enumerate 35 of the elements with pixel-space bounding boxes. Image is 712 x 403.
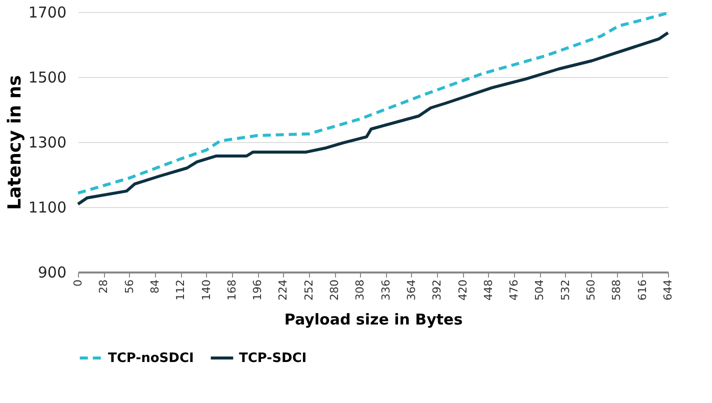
x-tick-label: 84 [148,280,162,294]
x-tick-label: 616 [636,280,649,300]
x-tick-label: 588 [610,280,624,300]
x-tick-label: 476 [508,280,521,300]
y-tick-label: 1700 [28,4,66,22]
x-tick-label: 420 [456,280,470,300]
x-tick-label: 448 [482,280,495,300]
x-tick-label: 364 [404,280,418,300]
x-tick-label: 644 [662,280,674,300]
x-tick-label: 252 [302,280,316,300]
x-tick-label: 168 [225,280,238,300]
x-tick-label: 224 [276,280,290,300]
y-tick-label: 1300 [28,134,66,152]
x-tick-label: 56 [122,280,136,294]
x-tick-label: 308 [354,280,367,300]
y-tick-label: 900 [38,264,66,282]
legend-label: TCP-noSDCI [108,351,194,366]
x-tick-label: 532 [558,280,572,300]
legend-label: TCP-SDCI [239,351,307,366]
x-tick-label: 392 [430,280,444,300]
line-series [76,31,670,206]
y-axis-title: Latency in ns [4,75,26,210]
line-series [76,11,670,195]
x-tick-label: 28 [97,280,110,294]
y-tick-label: 1100 [28,198,66,216]
x-axis-title: Payload size in Bytes [284,310,463,328]
x-tick-label: 140 [200,280,213,300]
x-tick-label: 560 [584,280,598,300]
x-tick-label: 0 [72,280,84,286]
x-tick-label: 336 [379,280,392,300]
x-tick-label: 280 [328,280,342,300]
x-tick-label: 504 [533,280,546,300]
x-tick-label: 112 [174,280,188,300]
x-tick-label: 196 [251,280,264,300]
y-tick-label: 1500 [28,68,66,86]
